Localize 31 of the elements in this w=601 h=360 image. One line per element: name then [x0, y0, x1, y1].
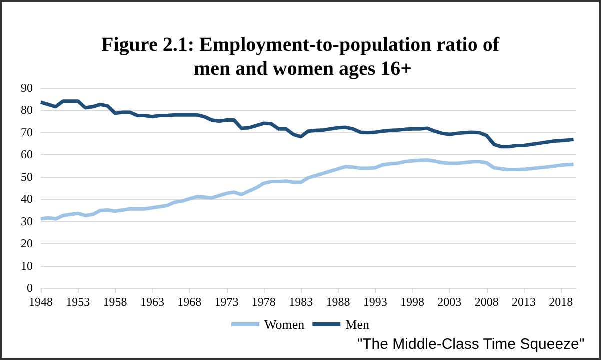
- x-tick-label: 1953: [66, 295, 90, 309]
- x-tick-label: 2008: [474, 295, 499, 309]
- line-series: [39, 100, 576, 149]
- y-tick-label: 40: [21, 192, 33, 206]
- x-tick-label: 1998: [400, 295, 425, 309]
- x-tick-label: 2018: [549, 295, 574, 309]
- y-tick-label: 70: [21, 125, 33, 140]
- x-tick-label: 1993: [363, 295, 388, 309]
- y-tick-label: 50: [21, 170, 33, 184]
- chart-title: Figure 2.1: Employment-to-population ratio of men and women ages 16+: [102, 34, 500, 80]
- x-tick-label: 1988: [326, 295, 350, 309]
- x-tick-label: 2003: [438, 295, 462, 309]
- x-tick-label: 1983: [289, 295, 314, 309]
- x-tick-label: 1958: [103, 295, 128, 309]
- x-tick-label: 1968: [178, 295, 202, 309]
- x-tick-label: 1978: [252, 295, 276, 309]
- text: "The Middle-Class Time Squeeze": [357, 336, 585, 353]
- y-tick-label: 30: [21, 214, 33, 228]
- legend-label: Men: [346, 317, 370, 332]
- x-tick-label: 1948: [29, 295, 53, 309]
- y-tick-label: 20: [21, 236, 33, 251]
- y-tick-label: 0: [27, 281, 33, 295]
- x-tick-label: 1963: [140, 295, 164, 309]
- x-tick-label: 2013: [512, 295, 536, 309]
- y-tick-label: 80: [21, 103, 33, 118]
- y-tick-label: 60: [21, 148, 33, 162]
- y-tick-label: 90: [21, 81, 33, 95]
- line-series: [39, 158, 576, 221]
- x-tick-label: 1973: [214, 295, 239, 309]
- y-tick-label: 10: [21, 258, 33, 273]
- legend-label: Women: [264, 317, 306, 332]
